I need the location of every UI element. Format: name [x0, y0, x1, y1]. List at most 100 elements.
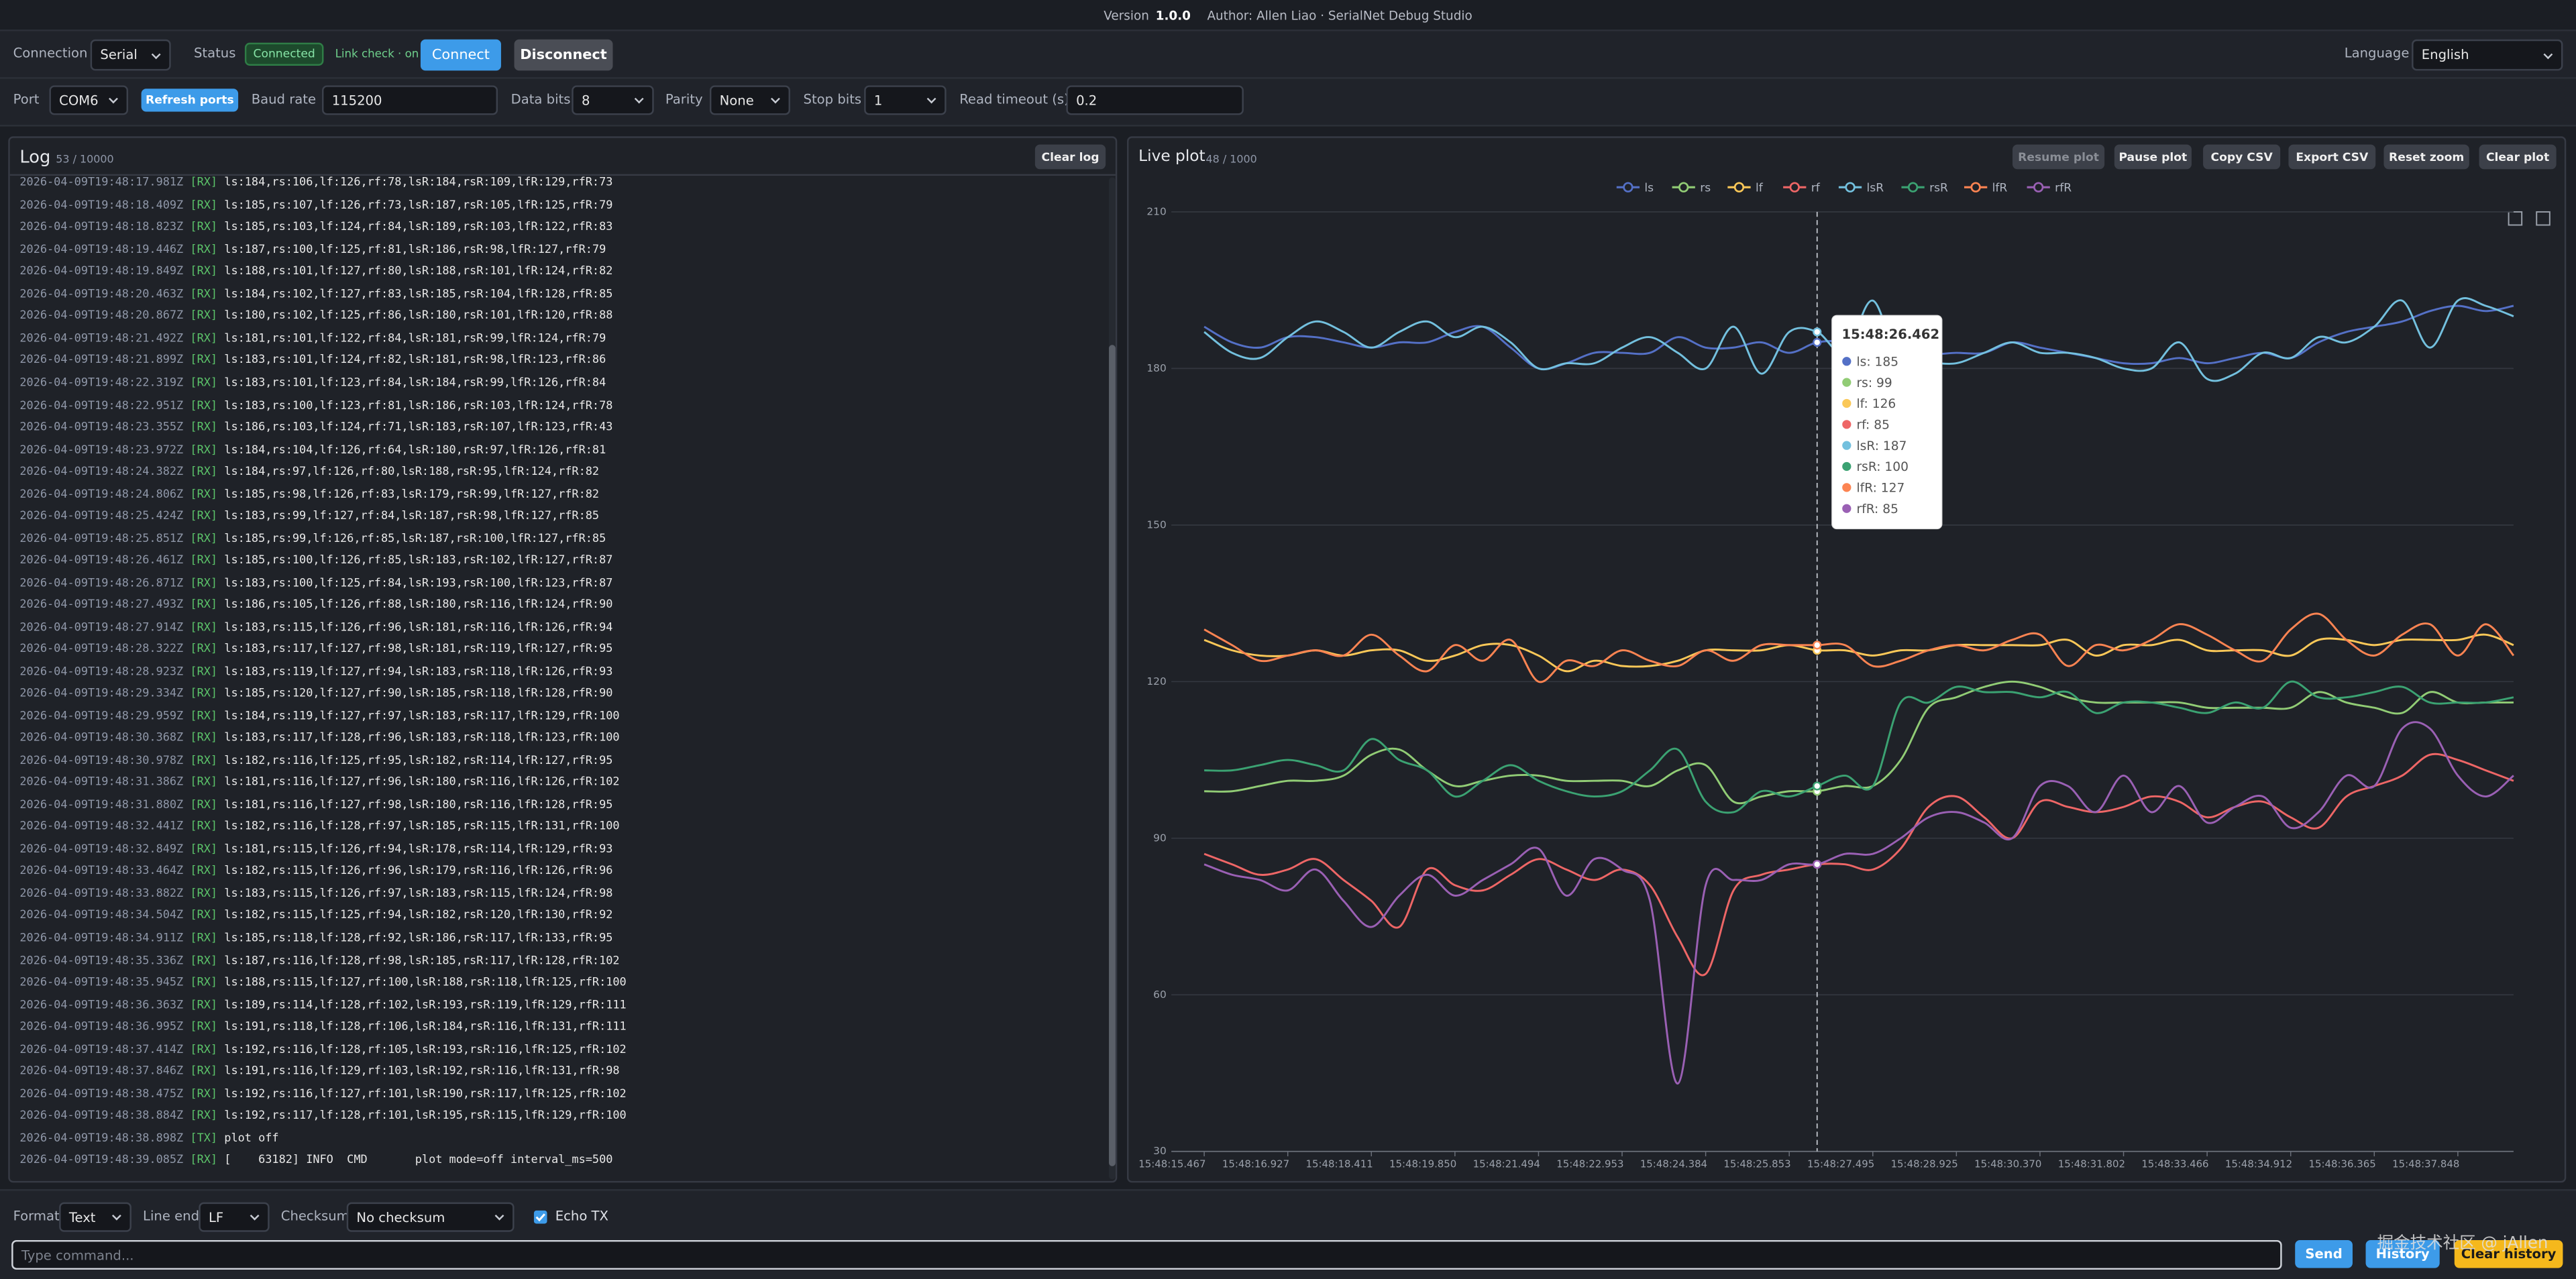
series-line: [1203, 297, 2514, 382]
port-select[interactable]: COM6: [49, 85, 129, 115]
port-label: Port: [13, 92, 40, 107]
log-text: ls:183,rs:115,lf:126,rf:97,lsR:183,rsR:1…: [224, 887, 613, 900]
log-time: 2026-04-09T19:48:26.461Z: [19, 553, 184, 567]
log-text: ls:185,rs:107,lf:126,rf:73,lsR:187,rsR:1…: [224, 198, 613, 212]
echo-checkbox[interactable]: [533, 1210, 547, 1224]
log-time: 2026-04-09T19:48:19.446Z: [19, 243, 184, 256]
log-time: 2026-04-09T19:48:26.871Z: [19, 575, 184, 590]
log-text: ls:185,rs:118,lf:128,rf:92,lsR:186,rsR:1…: [224, 931, 613, 945]
log-time: 2026-04-09T19:48:24.382Z: [19, 465, 184, 478]
format-select[interactable]: Text: [59, 1202, 131, 1232]
timeout-input[interactable]: 0.2: [1066, 85, 1244, 115]
log-direction: [RX]: [190, 731, 218, 745]
legend-item[interactable]: lsR: [1838, 181, 1884, 194]
command-input[interactable]: Type command...: [11, 1239, 2282, 1270]
pause-plot-button[interactable]: Pause plot: [2114, 144, 2192, 170]
connection-select[interactable]: Serial: [90, 39, 171, 71]
connect-button[interactable]: Connect: [420, 39, 501, 71]
log-time: 2026-04-09T19:48:27.914Z: [19, 620, 184, 634]
refresh-button[interactable]: Refresh ports: [141, 89, 239, 112]
legend-item[interactable]: lf: [1727, 181, 1764, 194]
log-line: 2026-04-09T19:48:36.995Z [RX] ls:191,rs:…: [19, 1017, 626, 1039]
data-bits-select[interactable]: 8: [572, 85, 654, 115]
connection-label: Connection: [13, 46, 88, 61]
log-text: ls:183,rs:117,lf:128,rf:96,lsR:183,rsR:1…: [224, 731, 620, 745]
legend-label: lfR: [1992, 181, 2008, 194]
log-direction: [RX]: [190, 665, 218, 678]
clear-plot-button[interactable]: Clear plot: [2479, 144, 2557, 170]
legend-item[interactable]: rfR: [2027, 181, 2072, 194]
log-direction: [RX]: [190, 887, 218, 900]
log-direction: [RX]: [190, 775, 218, 789]
language-select[interactable]: English: [2412, 39, 2563, 71]
data-bits-label: Data bits: [511, 92, 571, 107]
log-time: 2026-04-09T19:48:29.334Z: [19, 687, 184, 700]
log-direction: [RX]: [190, 398, 218, 412]
x-tick-label: 15:48:24.384: [1640, 1158, 1707, 1170]
legend-item[interactable]: lfR: [1964, 181, 2007, 194]
send-button[interactable]: Send: [2295, 1239, 2353, 1268]
x-tick-label: 15:48:27.495: [1807, 1158, 1874, 1170]
log-line: 2026-04-09T19:48:25.424Z [RX] ls:183,rs:…: [19, 506, 599, 529]
log-direction: [RX]: [190, 953, 218, 967]
copy-csv-button[interactable]: Copy CSV: [2203, 144, 2281, 170]
checksum-select[interactable]: No checksum: [346, 1202, 515, 1232]
tooltip-title: 15:48:26.462: [1841, 327, 1939, 342]
log-time: 2026-04-09T19:48:32.849Z: [19, 842, 184, 856]
tooltip-item: rsR: 100: [1857, 460, 1909, 474]
y-tick-label: 60: [1153, 989, 1167, 1001]
x-tick-label: 15:48:22.953: [1556, 1158, 1623, 1170]
clear-log-button[interactable]: Clear log: [1034, 144, 1106, 170]
log-line: 2026-04-09T19:48:21.492Z [RX] ls:181,rs:…: [19, 329, 606, 351]
log-text: ls:183,rs:99,lf:127,rf:84,lsR:187,rsR:98…: [224, 509, 600, 523]
legend-item[interactable]: rs: [1672, 181, 1711, 194]
log-line: 2026-04-09T19:48:22.951Z [RX] ls:183,rs:…: [19, 395, 612, 417]
stop-bits-select[interactable]: 1: [864, 85, 947, 115]
log-time: 2026-04-09T19:48:22.319Z: [19, 376, 184, 390]
tooltip-dot: [1842, 461, 1851, 471]
log-text: ls:180,rs:102,lf:125,rf:86,lsR:180,rsR:1…: [224, 309, 613, 323]
history-button[interactable]: History: [2365, 1239, 2440, 1268]
log-line: 2026-04-09T19:48:26.461Z [RX] ls:185,rs:…: [19, 551, 612, 573]
tooltip-item: lsR: 187: [1857, 439, 1907, 453]
log-direction: [RX]: [190, 1153, 218, 1167]
log-line: 2026-04-09T19:48:38.884Z [RX] ls:192,rs:…: [19, 1105, 626, 1127]
log-direction: [RX]: [190, 331, 218, 345]
select-value: Text: [68, 1209, 96, 1225]
zoom-icon[interactable]: [2508, 211, 2523, 226]
tooltip-item: rf: 85: [1857, 419, 1890, 433]
tooltip-dot: [1842, 504, 1851, 513]
log-line: 2026-04-09T19:48:36.363Z [RX] ls:189,rs:…: [19, 995, 626, 1017]
select-value: No checksum: [356, 1209, 445, 1225]
log-line: 2026-04-09T19:48:34.504Z [RX] ls:182,rs:…: [19, 905, 612, 928]
baud-input[interactable]: 115200: [322, 85, 498, 115]
reset-zoom-button[interactable]: Reset zoom: [2383, 144, 2469, 170]
log-time: 2026-04-09T19:48:28.923Z: [19, 665, 184, 678]
log-time: 2026-04-09T19:48:18.409Z: [19, 198, 184, 212]
log-text: ls:185,rs:120,lf:127,rf:90,lsR:185,rsR:1…: [224, 687, 613, 700]
log-line: 2026-04-09T19:48:18.823Z [RX] ls:185,rs:…: [19, 217, 612, 239]
legend-item[interactable]: rf: [1783, 181, 1821, 194]
legend-item[interactable]: rsR: [1901, 181, 1948, 194]
log-line: 2026-04-09T19:48:31.880Z [RX] ls:181,rs:…: [19, 795, 612, 817]
log-title: Log: [19, 148, 51, 168]
log-time: 2026-04-09T19:48:34.504Z: [19, 909, 184, 922]
echo-tx-label: Echo TX: [555, 1209, 608, 1224]
clear-history-button[interactable]: Clear history: [2454, 1239, 2563, 1268]
log-line: 2026-04-09T19:48:35.336Z [RX] ls:187,rs:…: [19, 950, 619, 972]
disconnect-button[interactable]: Disconnect: [514, 39, 613, 71]
export-csv-button[interactable]: Export CSV: [2288, 144, 2376, 170]
parity-select[interactable]: None: [709, 85, 790, 115]
zoom-back-icon[interactable]: [2536, 211, 2551, 226]
log-direction: [RX]: [190, 797, 218, 812]
scrollbar-thumb[interactable]: [1109, 345, 1116, 1166]
log-direction: [TX]: [190, 1131, 218, 1145]
placeholder: Type command...: [21, 1247, 134, 1263]
log-direction: [RX]: [190, 376, 218, 390]
log-time: 2026-04-09T19:48:23.355Z: [19, 420, 184, 434]
log-line: 2026-04-09T19:48:26.871Z [RX] ls:183,rs:…: [19, 573, 612, 595]
line-end-select[interactable]: LF: [199, 1202, 270, 1232]
log-line: 2026-04-09T19:48:24.806Z [RX] ls:185,rs:…: [19, 484, 599, 506]
log-direction: [RX]: [190, 687, 218, 700]
legend-item[interactable]: ls: [1616, 181, 1654, 194]
